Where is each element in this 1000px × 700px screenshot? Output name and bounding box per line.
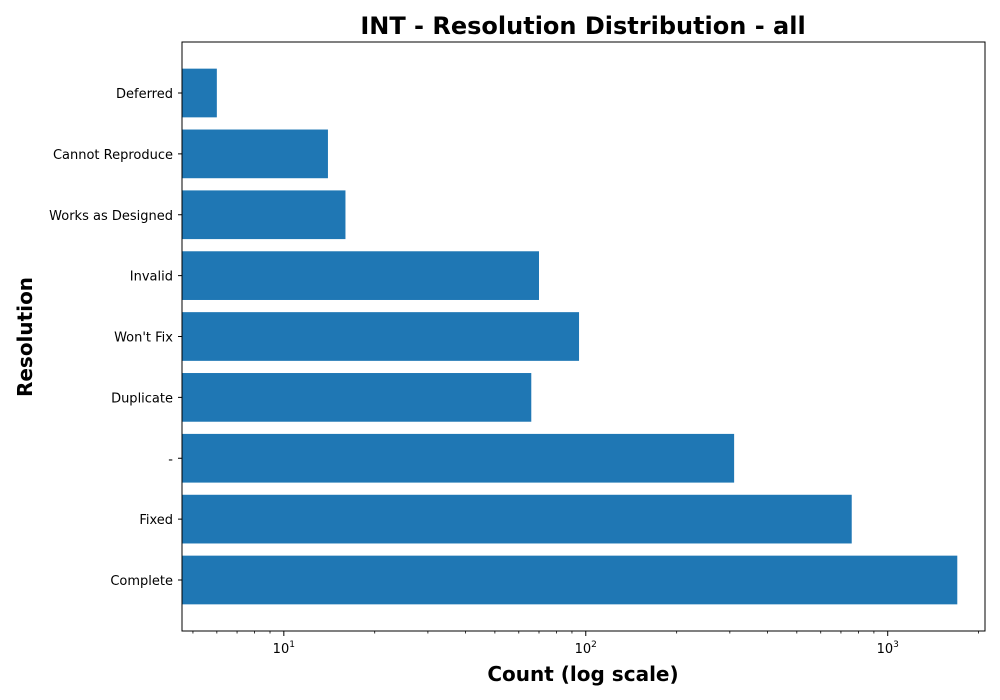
bar-cannot-reproduce: [182, 129, 328, 179]
bar-invalid: [182, 251, 539, 300]
chart-title: INT - Resolution Distribution - all: [360, 12, 805, 40]
y-tick-label: Works as Designed: [49, 209, 173, 224]
y-axis-label: Resolution: [13, 277, 37, 397]
x-tick-label: 102: [575, 640, 597, 657]
y-tick-label: Invalid: [130, 270, 173, 285]
x-axis-ticks: 101 102 103: [192, 631, 980, 657]
bar-complete: [182, 555, 958, 605]
y-tick-label: Complete: [110, 574, 173, 589]
y-tick-label: Deferred: [116, 87, 173, 102]
bar-dash: [182, 433, 735, 483]
y-tick-label: Won't Fix: [114, 331, 173, 346]
y-axis-ticks: Complete Fixed - Duplicate Won't Fix Invalid W…: [49, 87, 182, 589]
bar-duplicate: [182, 373, 532, 422]
x-tick-label: 103: [877, 640, 899, 657]
bar-works-as-designed: [182, 190, 346, 240]
y-tick-label: Fixed: [139, 513, 173, 528]
y-tick-label: Cannot Reproduce: [53, 148, 173, 163]
bar-fixed: [182, 494, 852, 544]
y-tick-label: Duplicate: [111, 391, 173, 406]
x-axis-label: Count (log scale): [487, 662, 678, 686]
bar-deferred: [182, 68, 217, 118]
bars-group: [182, 68, 958, 605]
bar-won-t-fix: [182, 312, 580, 361]
x-tick-label: 101: [273, 640, 295, 657]
y-tick-label: -: [168, 452, 173, 467]
